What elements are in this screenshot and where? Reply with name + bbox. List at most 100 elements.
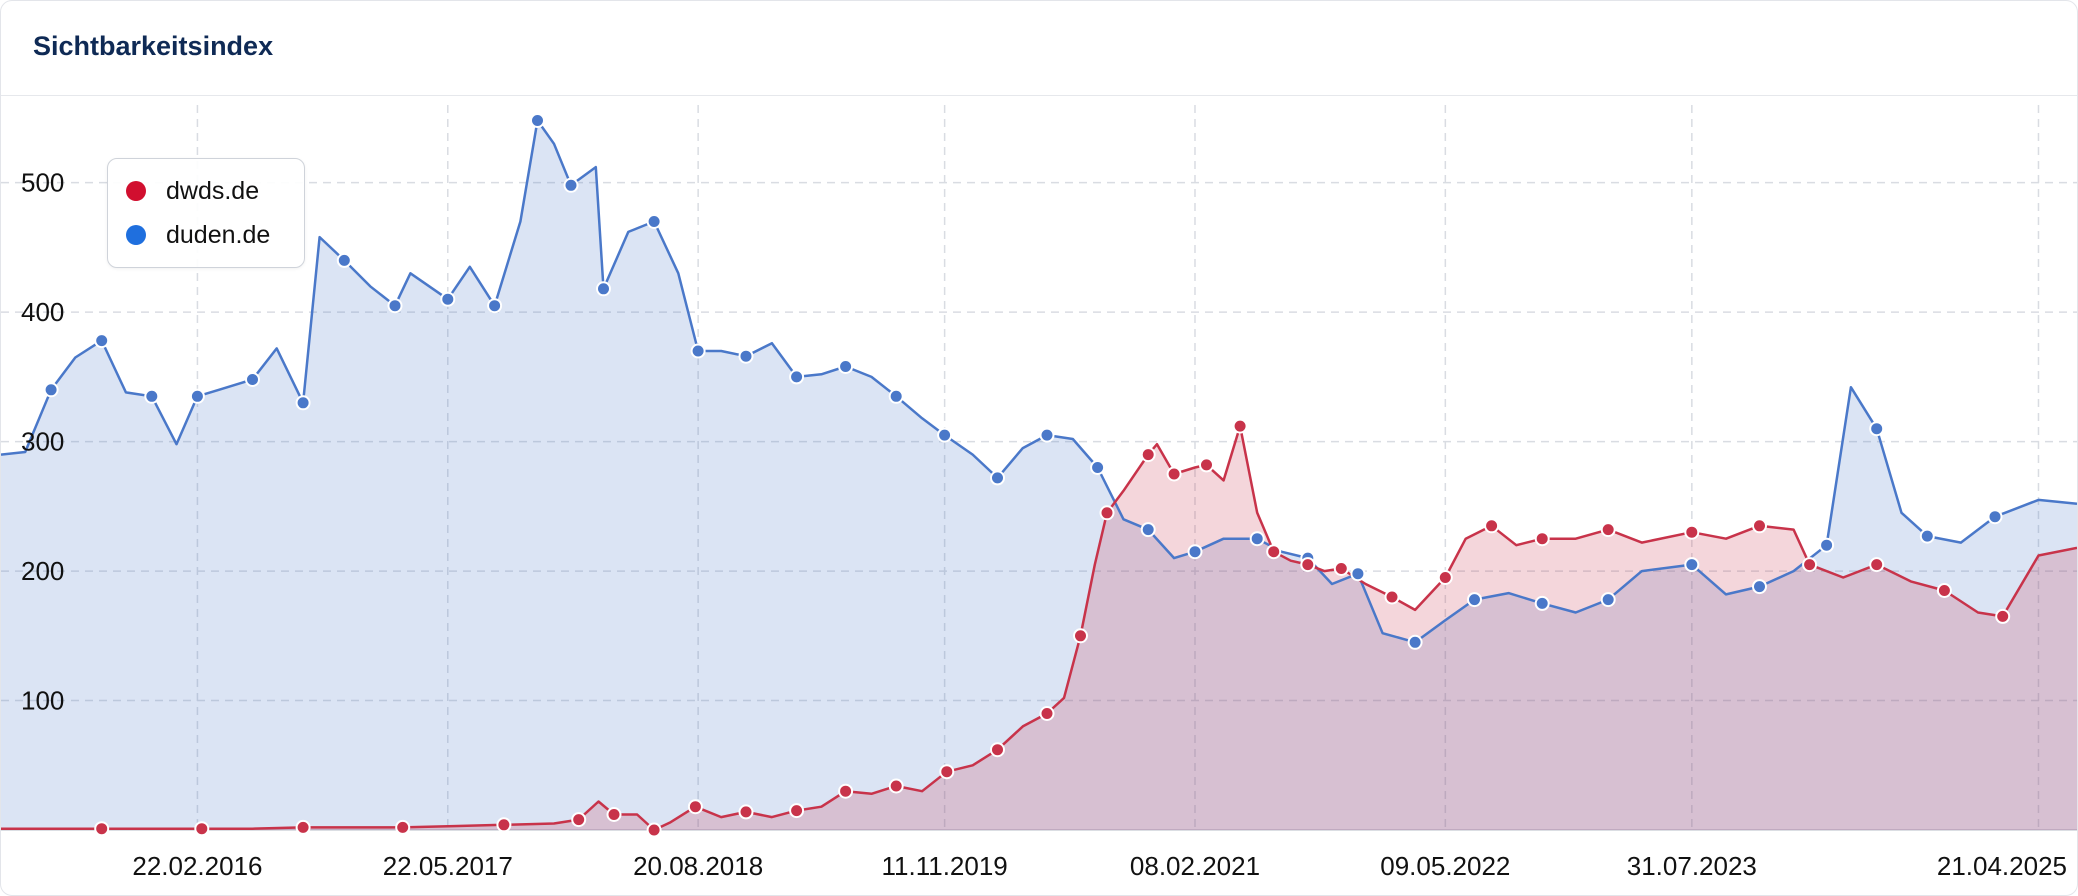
card-header: Sichtbarkeitsindex xyxy=(1,1,2077,96)
series-lines xyxy=(1,119,2077,832)
grid-lines xyxy=(1,105,2077,831)
data-point-dwds xyxy=(1232,418,1248,434)
data-point-duden xyxy=(487,298,503,314)
data-point-duden xyxy=(838,359,854,374)
data-point-duden xyxy=(690,343,706,359)
data-point-dwds xyxy=(1333,561,1349,576)
data-point-duden xyxy=(1684,557,1700,573)
x-tick-label: 22.02.2016 xyxy=(132,851,262,881)
data-point-dwds xyxy=(571,812,587,828)
data-point-duden xyxy=(144,388,160,404)
data-point-dwds xyxy=(1684,524,1700,540)
data-point-duden xyxy=(1869,421,1885,437)
data-point-duden xyxy=(295,395,311,411)
x-tick-label: 08.02.2021 xyxy=(1130,851,1260,881)
data-point-dwds xyxy=(1384,589,1400,605)
legend-item-dwds[interactable]: dwds.de xyxy=(126,173,259,209)
y-tick-label: 200 xyxy=(21,556,64,586)
legend: dwds.de duden.de xyxy=(107,158,305,268)
legend-dot-dwds-icon xyxy=(126,181,146,201)
chart-title: Sichtbarkeitsindex xyxy=(33,31,274,61)
data-point-dwds xyxy=(888,778,904,794)
series-area-duden xyxy=(1,120,2077,830)
series-areas xyxy=(1,120,2077,830)
data-point-duden xyxy=(1534,595,1550,611)
data-point-duden xyxy=(94,333,110,349)
data-point-duden xyxy=(1600,592,1616,608)
data-point-dwds xyxy=(94,821,110,837)
y-axis-ticks: 100 200 300 400 500 xyxy=(21,168,64,716)
data-point-dwds xyxy=(838,783,854,799)
x-tick-label: 22.05.2017 xyxy=(383,851,513,881)
data-point-dwds xyxy=(646,822,662,838)
data-point-duden xyxy=(937,427,953,443)
data-point-dwds xyxy=(1534,531,1550,547)
data-point-dwds xyxy=(738,804,754,820)
x-tick-label: 20.08.2018 xyxy=(633,851,763,881)
data-point-dwds xyxy=(1995,608,2011,624)
y-tick-label: 400 xyxy=(21,297,64,327)
data-point-duden xyxy=(189,388,205,404)
series-area-dwds xyxy=(1,426,2077,830)
data-point-dwds xyxy=(939,764,955,780)
data-point-dwds xyxy=(1199,457,1214,473)
data-point-dwds xyxy=(1936,583,1952,598)
data-point-duden xyxy=(336,252,352,268)
series-markers xyxy=(43,113,2011,838)
data-point-duden xyxy=(646,214,662,229)
legend-label-duden: duden.de xyxy=(166,220,271,249)
data-point-duden xyxy=(888,388,904,404)
x-tick-label: 11.11.2019 xyxy=(881,851,1007,881)
legend-item-duden[interactable]: duden.de xyxy=(126,217,270,253)
legend-dot-duden-icon xyxy=(126,225,146,245)
data-point-duden xyxy=(387,298,403,314)
data-point-dwds xyxy=(1266,544,1282,560)
data-point-dwds xyxy=(395,819,411,835)
data-point-dwds xyxy=(1437,570,1453,585)
x-tick-label: 21.04.2025 xyxy=(1937,851,2067,881)
x-tick-label: 31.07.2023 xyxy=(1627,851,1757,881)
data-point-duden xyxy=(990,470,1005,486)
data-point-duden xyxy=(1090,460,1106,475)
data-point-duden xyxy=(596,281,611,297)
data-point-duden xyxy=(43,382,59,398)
y-tick-label: 500 xyxy=(21,168,64,198)
data-point-dwds xyxy=(687,799,703,815)
x-tick-label: 09.05.2022 xyxy=(1380,851,1510,881)
data-point-duden xyxy=(789,369,805,385)
data-point-duden xyxy=(1187,544,1203,560)
data-point-duden xyxy=(1039,427,1055,443)
x-axis-ticks: 22.02.2016 22.05.2017 20.08.2018 11.11.2019… xyxy=(132,851,2067,881)
data-point-duden xyxy=(1819,537,1835,553)
y-tick-label: 100 xyxy=(21,686,64,716)
data-point-dwds xyxy=(1140,447,1156,463)
data-point-duden xyxy=(1467,592,1482,608)
data-point-dwds xyxy=(1300,557,1316,573)
data-point-dwds xyxy=(789,803,805,819)
data-point-duden xyxy=(1249,531,1265,547)
data-point-dwds xyxy=(1752,518,1767,534)
y-tick-label: 300 xyxy=(21,427,64,457)
data-point-duden xyxy=(563,177,579,193)
data-point-duden xyxy=(1407,634,1423,650)
series-line-dwds xyxy=(1,424,2077,832)
data-point-dwds xyxy=(295,819,311,835)
data-point-dwds xyxy=(1802,557,1818,573)
data-point-duden xyxy=(440,291,456,307)
data-point-duden xyxy=(1919,528,1935,544)
data-point-dwds xyxy=(1869,557,1885,573)
data-point-dwds xyxy=(990,742,1005,758)
data-point-dwds xyxy=(606,807,622,822)
data-point-dwds xyxy=(1099,505,1115,521)
series-line-duden xyxy=(1,119,2077,644)
data-point-dwds xyxy=(194,821,210,837)
data-point-dwds xyxy=(1039,706,1055,721)
data-point-duden xyxy=(1987,509,2003,525)
data-point-duden xyxy=(1350,566,1366,582)
data-point-dwds xyxy=(496,817,512,833)
data-point-duden xyxy=(245,372,260,387)
data-point-duden xyxy=(530,113,545,128)
data-point-dwds xyxy=(1600,522,1616,538)
